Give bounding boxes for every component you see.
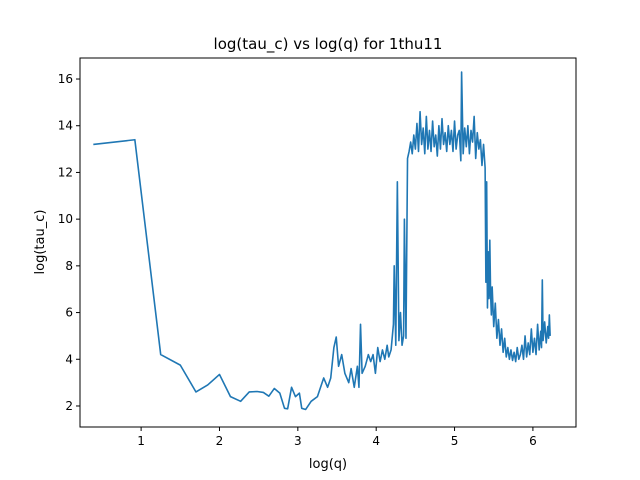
x-axis-label: log(q)	[309, 457, 347, 472]
y-tick-label: 10	[58, 212, 73, 226]
y-tick-label: 14	[58, 119, 73, 133]
y-tick-label: 12	[58, 165, 73, 179]
y-tick-label: 16	[58, 72, 73, 86]
series-line-0	[93, 71, 551, 411]
x-tick-label: 6	[529, 434, 537, 448]
x-axis: 1 2 3 4 5 6	[137, 427, 537, 448]
y-axis: 2 4 6 8 10 12 14 16	[58, 72, 80, 413]
x-tick-label: 1	[137, 434, 145, 448]
x-tick-label: 2	[216, 434, 224, 448]
y-axis-label: log(tau_c)	[33, 210, 48, 275]
y-tick-label: 2	[65, 399, 73, 413]
chart-title: log(tau_c) vs log(q) for 1thu11	[214, 35, 443, 54]
axes-frame	[79, 57, 577, 428]
plot-area	[93, 71, 551, 411]
x-tick-label: 5	[451, 434, 459, 448]
y-tick-label: 8	[65, 259, 73, 273]
x-tick-label: 4	[372, 434, 380, 448]
y-tick-label: 6	[65, 306, 73, 320]
y-tick-label: 4	[65, 352, 73, 366]
x-tick-label: 3	[294, 434, 302, 448]
